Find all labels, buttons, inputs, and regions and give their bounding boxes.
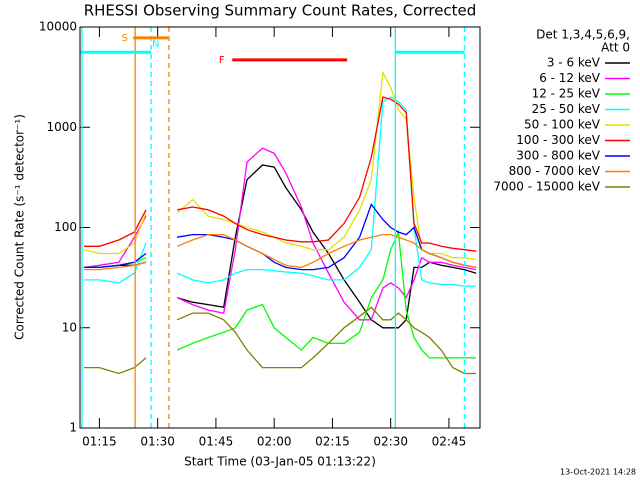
legend-label: 25 - 50 keV: [532, 102, 601, 116]
legend-label: 12 - 25 keV: [532, 87, 601, 101]
plot-frame: [79, 26, 481, 429]
series-line: [83, 96, 477, 252]
y-tick-label: 100: [54, 220, 77, 234]
legend-label: 7000 - 15000 keV: [493, 180, 600, 194]
x-tick-label: 02:15: [315, 435, 350, 449]
x-tick-label: 01:15: [82, 435, 117, 449]
x-tick-label: 01:45: [199, 435, 234, 449]
y-tick-label: 10: [62, 320, 77, 334]
annotation: S: [121, 33, 127, 44]
legend-label: 50 - 100 keV: [524, 118, 601, 132]
legend-header: Det 1,3,4,5,6,9,: [536, 28, 630, 42]
y-tick-label: 1000: [46, 120, 77, 134]
series-line: [83, 96, 477, 287]
annotation: F: [219, 55, 225, 66]
y-tick-label: 10000: [39, 20, 77, 34]
y-tick-label: 1: [69, 421, 77, 435]
chart-title: RHESSI Observing Summary Count Rates, Co…: [84, 2, 477, 20]
annotation: N: [152, 39, 159, 50]
x-tick-label: 02:30: [373, 435, 408, 449]
x-tick-label: 01:30: [140, 435, 175, 449]
legend-label: 300 - 800 keV: [516, 149, 600, 163]
x-tick-label: 02:00: [257, 435, 292, 449]
x-axis-label: Start Time (03-Jan-05 01:13:22): [184, 455, 376, 469]
x-tick-label: 02:45: [432, 435, 467, 449]
series-line: [83, 233, 477, 271]
legend-label: 3 - 6 keV: [547, 56, 601, 70]
legend-header: Att 0: [601, 41, 630, 55]
legend-label: 6 - 12 keV: [539, 71, 601, 85]
y-axis-label: Corrected Count Rate (s⁻¹ detector⁻¹): [13, 114, 27, 340]
series-line: [83, 306, 477, 375]
legend-label: 100 - 300 keV: [516, 133, 600, 147]
footer: 13-Oct-2021 14:28: [560, 468, 636, 477]
series-line: [83, 147, 477, 321]
legend-label: 800 - 7000 keV: [509, 164, 601, 178]
